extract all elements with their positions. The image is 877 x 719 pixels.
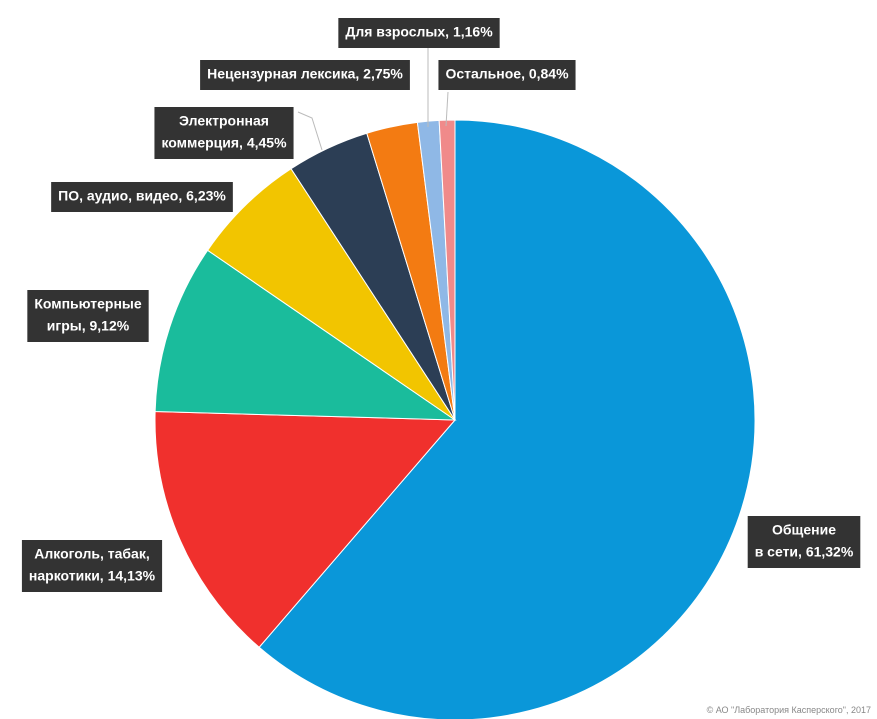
copyright: © АО "Лаборатория Касперского", 2017 [707, 705, 871, 715]
data-label-line: Для взрослых, 1,16% [345, 24, 493, 40]
data-label: Нецензурная лексика, 2,75% [200, 60, 410, 90]
label-box [747, 516, 861, 568]
label-box [51, 182, 233, 212]
label-box [27, 290, 149, 342]
data-label: ПО, аудио, видео, 6,23% [51, 182, 233, 212]
data-label-line: Остальное, 0,84% [445, 66, 569, 82]
data-label-line: Алкоголь, табак, [34, 546, 149, 562]
data-label: Общение в сети, 61,32% [747, 516, 861, 568]
pie-slice [206, 168, 456, 421]
data-label: Для взрослых, 1,16% [338, 18, 500, 48]
data-label-line: Электронная [179, 113, 269, 129]
leader-lines [297, 48, 449, 151]
data-label: Остальное, 0,84% [438, 60, 576, 90]
data-label-line: ПО, аудио, видео, 6,23% [58, 188, 226, 204]
labels: Общение в сети, 61,32% Алкоголь, табак, нар… [21, 18, 861, 592]
label-box [438, 60, 576, 90]
leader-line [297, 111, 323, 151]
data-label-line: Нецензурная лексика, 2,75% [207, 66, 403, 82]
data-label-line: Общение [772, 522, 836, 538]
pie-slice [154, 249, 457, 421]
pie-slice [438, 119, 456, 421]
label-box [21, 540, 163, 592]
pie [154, 119, 756, 719]
label-box [338, 18, 500, 48]
label-box [200, 60, 410, 90]
label-box [154, 107, 294, 159]
data-label: Компьютерные игры, 9,12% [27, 290, 149, 342]
data-label-line: в сети, 61,32% [755, 544, 854, 560]
pie-slice [154, 411, 457, 648]
pie-slice [258, 119, 756, 719]
data-label-line: коммерция, 4,45% [161, 135, 287, 151]
data-label-line: Компьютерные [34, 296, 142, 312]
data-label-line: наркотики, 14,13% [29, 568, 156, 584]
data-label-line: игры, 9,12% [47, 318, 130, 334]
leader-line [445, 91, 449, 127]
data-label: Электронная коммерция, 4,45% [154, 107, 294, 159]
data-label: Алкоголь, табак, наркотики, 14,13% [21, 540, 163, 592]
